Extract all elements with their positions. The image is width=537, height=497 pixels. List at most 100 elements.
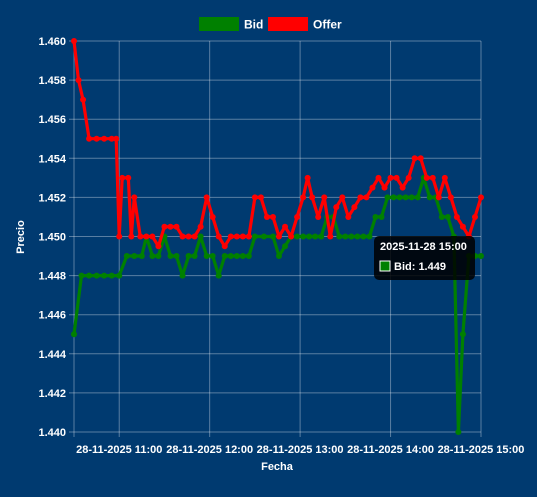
data-point-bid[interactable] <box>209 253 216 260</box>
data-point-offer[interactable] <box>101 135 108 142</box>
data-point-offer[interactable] <box>197 223 204 230</box>
data-point-offer[interactable] <box>209 213 216 220</box>
data-point-offer[interactable] <box>441 174 448 181</box>
data-point-offer[interactable] <box>399 184 406 191</box>
data-point-bid[interactable] <box>155 253 162 260</box>
data-point-bid[interactable] <box>149 253 156 260</box>
data-point-bid[interactable] <box>71 331 77 338</box>
data-point-offer[interactable] <box>71 38 77 44</box>
data-point-offer[interactable] <box>405 174 412 181</box>
data-point-offer[interactable] <box>417 155 424 162</box>
data-point-bid[interactable] <box>402 194 409 201</box>
data-point-bid[interactable] <box>438 213 445 220</box>
data-point-offer[interactable] <box>375 174 382 181</box>
data-point-offer[interactable] <box>269 213 276 220</box>
data-point-offer[interactable] <box>137 233 144 240</box>
data-point-offer[interactable] <box>221 243 228 250</box>
data-point-offer[interactable] <box>125 174 132 181</box>
series-offer[interactable] <box>71 38 484 250</box>
data-point-bid[interactable] <box>101 272 108 279</box>
data-point-bid[interactable] <box>444 213 451 220</box>
data-point-bid[interactable] <box>197 233 204 240</box>
data-point-offer[interactable] <box>351 204 358 211</box>
data-point-offer[interactable] <box>75 77 82 84</box>
data-point-bid[interactable] <box>348 233 355 240</box>
data-point-offer[interactable] <box>339 194 346 201</box>
data-point-bid[interactable] <box>123 253 130 260</box>
data-point-offer[interactable] <box>233 233 240 240</box>
data-point-bid[interactable] <box>459 331 466 338</box>
data-point-offer[interactable] <box>149 233 156 240</box>
data-point-offer[interactable] <box>276 233 283 240</box>
data-point-bid[interactable] <box>245 253 252 260</box>
data-point-offer[interactable] <box>429 174 436 181</box>
data-point-bid[interactable] <box>312 233 319 240</box>
data-point-offer[interactable] <box>185 233 192 240</box>
data-point-bid[interactable] <box>167 253 174 260</box>
data-point-offer[interactable] <box>155 243 162 250</box>
data-point-offer[interactable] <box>80 96 87 103</box>
data-point-bid[interactable] <box>282 243 289 250</box>
data-point-bid[interactable] <box>131 253 138 260</box>
data-point-offer[interactable] <box>315 213 322 220</box>
data-point-offer[interactable] <box>393 174 400 181</box>
data-point-bid[interactable] <box>336 233 343 240</box>
data-point-offer[interactable] <box>282 223 289 230</box>
data-point-bid[interactable] <box>384 194 391 201</box>
data-point-offer[interactable] <box>294 213 301 220</box>
data-point-bid[interactable] <box>215 272 222 279</box>
data-point-offer[interactable] <box>263 213 270 220</box>
data-point-offer[interactable] <box>108 135 115 142</box>
data-point-bid[interactable] <box>276 253 283 260</box>
data-point-offer[interactable] <box>93 135 100 142</box>
data-point-offer[interactable] <box>345 213 352 220</box>
data-point-bid[interactable] <box>426 194 433 201</box>
data-point-bid[interactable] <box>455 429 462 435</box>
data-point-offer[interactable] <box>131 194 138 201</box>
data-point-bid[interactable] <box>108 272 115 279</box>
data-point-bid[interactable] <box>86 272 93 279</box>
data-point-bid[interactable] <box>203 253 210 260</box>
series-line-bid[interactable] <box>72 176 481 434</box>
legend-item-offer[interactable]: Offer <box>268 17 342 32</box>
data-point-offer[interactable] <box>300 194 307 201</box>
data-point-bid[interactable] <box>239 253 246 260</box>
data-point-offer[interactable] <box>179 233 186 240</box>
legend-item-bid[interactable]: Bid <box>199 17 263 32</box>
data-point-offer[interactable] <box>143 233 150 240</box>
data-point-bid[interactable] <box>360 233 367 240</box>
data-point-offer[interactable] <box>251 194 258 201</box>
data-point-offer[interactable] <box>363 194 370 201</box>
data-point-bid[interactable] <box>300 233 307 240</box>
data-point-offer[interactable] <box>161 223 168 230</box>
data-point-offer[interactable] <box>304 174 311 181</box>
data-point-offer[interactable] <box>191 233 198 240</box>
data-point-offer[interactable] <box>447 194 454 201</box>
data-point-offer[interactable] <box>381 184 388 191</box>
data-point-bid[interactable] <box>414 194 421 201</box>
data-point-offer[interactable] <box>333 204 340 211</box>
data-point-bid[interactable] <box>269 233 276 240</box>
data-point-bid[interactable] <box>227 253 234 260</box>
data-point-offer[interactable] <box>423 174 430 181</box>
data-point-bid[interactable] <box>260 233 267 240</box>
data-point-offer[interactable] <box>459 223 466 230</box>
data-point-offer[interactable] <box>245 233 252 240</box>
data-point-offer[interactable] <box>411 155 418 162</box>
data-point-bid[interactable] <box>372 213 379 220</box>
data-point-offer[interactable] <box>327 233 334 240</box>
legend[interactable]: Bid Offer <box>199 17 342 32</box>
data-point-offer[interactable] <box>116 233 123 240</box>
data-point-offer[interactable] <box>309 194 316 201</box>
data-point-offer[interactable] <box>203 194 210 201</box>
data-point-bid[interactable] <box>342 233 349 240</box>
data-point-offer[interactable] <box>288 233 295 240</box>
data-point-offer[interactable] <box>173 223 180 230</box>
data-point-bid[interactable] <box>173 253 180 260</box>
data-point-offer[interactable] <box>239 233 246 240</box>
data-point-bid[interactable] <box>191 253 198 260</box>
data-point-bid[interactable] <box>354 233 361 240</box>
data-point-bid[interactable] <box>93 272 100 279</box>
